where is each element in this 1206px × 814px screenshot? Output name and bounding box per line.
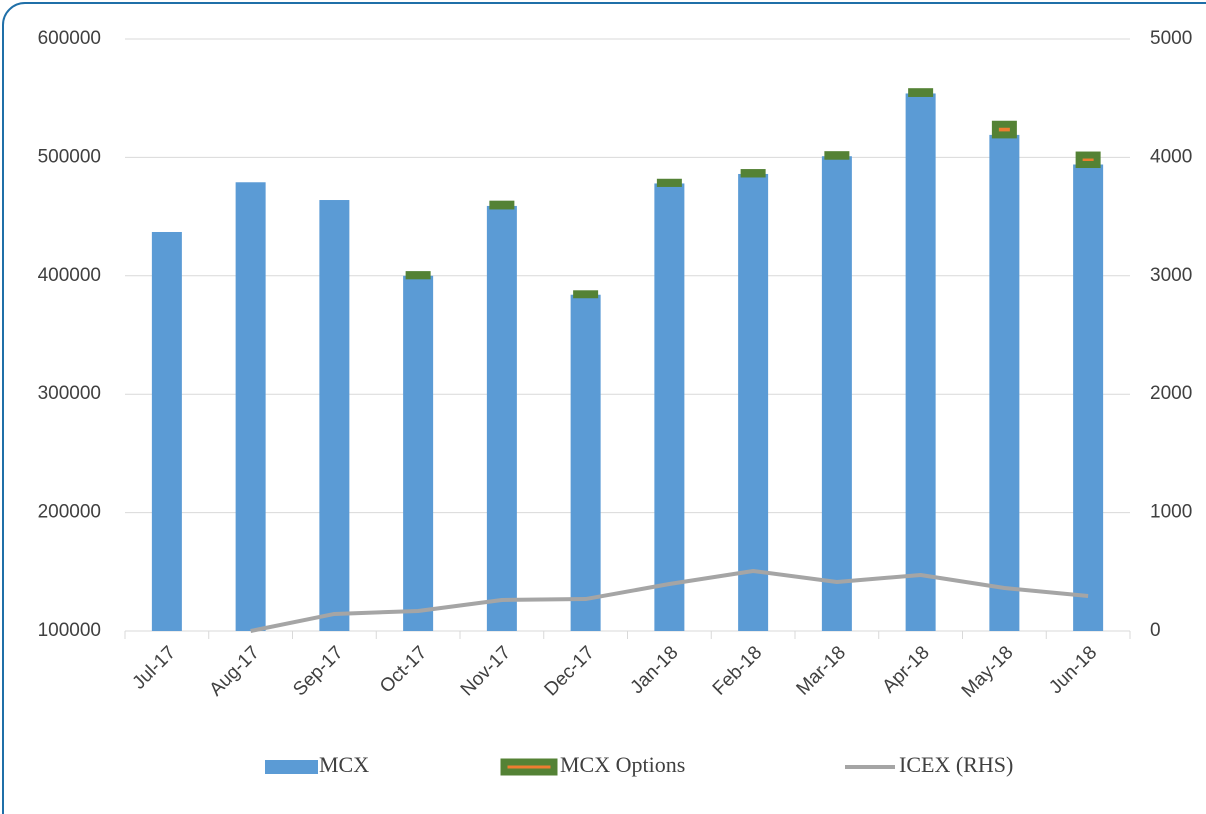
bar (738, 173, 769, 631)
x-tick-label: Jun-18 (1045, 642, 1101, 698)
bar (235, 182, 266, 631)
y2-tick-label: 2000 (1150, 383, 1192, 404)
legend-label: MCX (319, 752, 369, 777)
x-tick-label: Nov-17 (457, 642, 515, 700)
bar (905, 93, 936, 632)
bar (319, 200, 350, 632)
x-tick-label: Sep-17 (289, 642, 347, 700)
stacked-segment (489, 200, 515, 210)
stacked-segment (573, 290, 599, 299)
bar (403, 275, 434, 631)
y-tick-label: 400000 (38, 265, 101, 286)
x-tick-label: May-18 (958, 642, 1018, 702)
x-tick-label: Jan-18 (627, 642, 683, 698)
x-tick-label: Dec-17 (541, 642, 599, 700)
bar (486, 205, 517, 631)
x-tick-label: Apr-18 (879, 642, 934, 697)
legend-label: MCX Options (560, 752, 685, 777)
y-tick-label: 600000 (38, 28, 101, 49)
bar (570, 294, 601, 631)
bar (821, 156, 852, 631)
line (250, 568, 1089, 633)
stacked-segment (1075, 151, 1101, 169)
x-tick-label: Feb-18 (709, 642, 766, 699)
legend-label: ICEX (RHS) (899, 752, 1013, 777)
y2-tick-label: 5000 (1150, 28, 1192, 49)
bar (654, 183, 685, 631)
y-tick-label: 300000 (38, 383, 101, 404)
bar (1073, 164, 1104, 631)
bar (151, 231, 182, 631)
y-tick-label: 100000 (38, 620, 101, 641)
y2-tick-label: 3000 (1150, 265, 1192, 286)
x-tick-label: Mar-18 (793, 642, 850, 699)
x-tick-label: Jul-17 (129, 642, 180, 693)
stacked-segment (740, 169, 766, 178)
bar (989, 134, 1020, 632)
y2-tick-label: 1000 (1150, 502, 1192, 523)
stacked-segment (656, 178, 682, 187)
x-tick-label: Aug-17 (206, 642, 264, 700)
stacked-segment (991, 120, 1017, 139)
stacked-segment (908, 88, 934, 97)
y2-tick-label: 0 (1150, 620, 1161, 641)
y-tick-label: 500000 (38, 146, 101, 167)
stacked-segment (405, 271, 431, 280)
x-tick-label: Oct-17 (376, 642, 431, 697)
y2-tick-label: 4000 (1150, 146, 1192, 167)
legend-swatch (265, 760, 318, 774)
legend-swatch (500, 758, 558, 776)
y-tick-label: 200000 (38, 502, 101, 523)
stacked-segment (824, 151, 850, 160)
